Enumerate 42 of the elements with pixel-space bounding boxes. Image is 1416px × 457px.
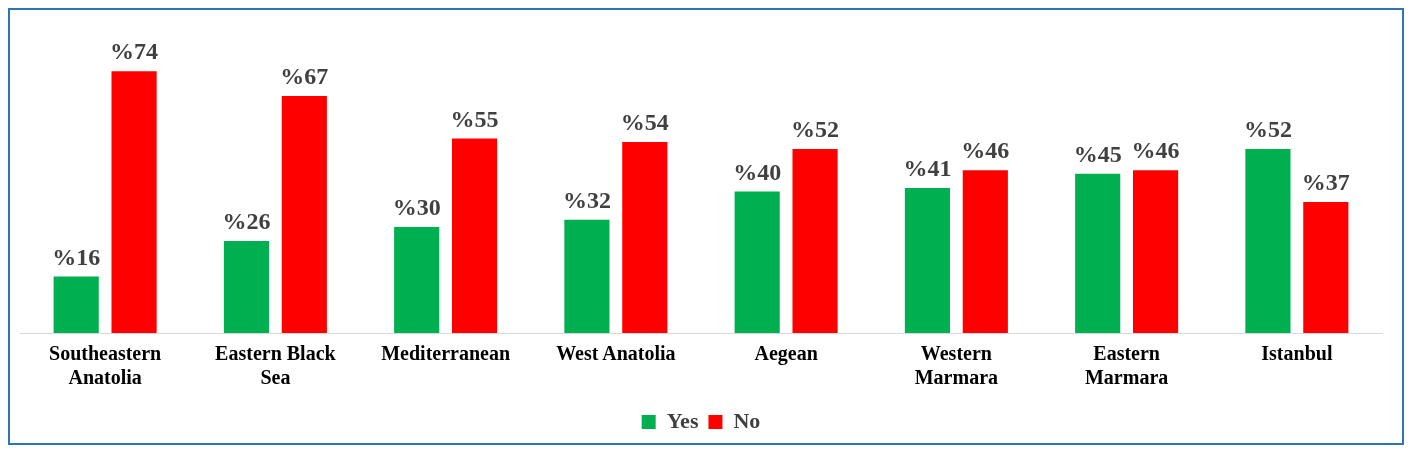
- data-label: %30: [392, 194, 441, 221]
- x-tick-label: Aegean: [754, 342, 818, 366]
- data-label: %46: [1131, 137, 1180, 164]
- x-tick-label: West Anatolia: [556, 342, 676, 365]
- legend-label: Yes: [666, 407, 699, 433]
- data-label: %45: [1073, 141, 1122, 168]
- bar: [451, 138, 498, 333]
- bar: [962, 170, 1008, 333]
- x-tick-label: Eastern Black Sea: [215, 342, 337, 389]
- data-label: %52: [791, 116, 840, 143]
- bar: [53, 276, 99, 333]
- x-tick-label: Eastern Marmara: [1084, 342, 1169, 389]
- data-label: %52: [1243, 116, 1292, 143]
- data-label: %41: [903, 155, 952, 182]
- bar: [281, 95, 327, 333]
- x-tick-label: Istanbul: [1261, 342, 1333, 365]
- bar: [1075, 173, 1121, 333]
- data-label: %37: [1301, 169, 1350, 196]
- x-tick-label: Western Marmara: [914, 342, 999, 389]
- bar: [622, 141, 668, 333]
- x-tick-label: Southeastern Anatolia: [49, 342, 162, 389]
- bar: [1303, 202, 1349, 333]
- bar: [111, 71, 157, 333]
- bar: [904, 187, 951, 333]
- data-label: %26: [222, 208, 271, 235]
- legend-label: No: [733, 407, 761, 433]
- data-label: %67: [280, 63, 329, 90]
- bar: [1132, 170, 1179, 333]
- bar: [792, 149, 838, 333]
- data-label: %16: [52, 243, 101, 270]
- data-label: %46: [961, 137, 1010, 164]
- bar: [564, 219, 610, 333]
- data-label: %40: [733, 158, 782, 185]
- x-tick-label: Mediterranean: [381, 342, 511, 365]
- data-label: %32: [562, 187, 611, 213]
- bar: [394, 226, 440, 333]
- data-label: %55: [450, 105, 499, 132]
- data-label: %54: [620, 109, 669, 136]
- bar: [734, 191, 780, 333]
- bar: [223, 241, 270, 333]
- data-label: %74: [110, 38, 159, 65]
- bar: [1245, 149, 1291, 333]
